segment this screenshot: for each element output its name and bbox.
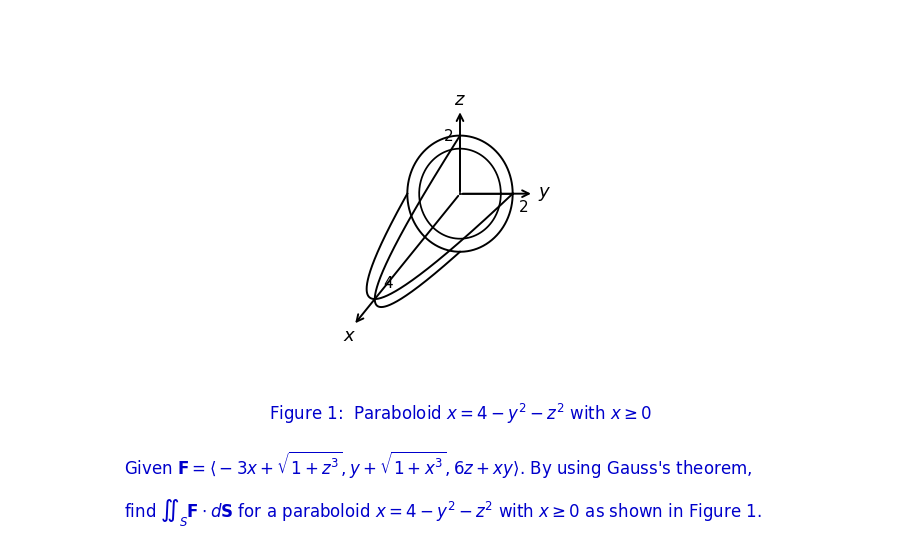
- Text: find $\iint_S \mathbf{F} \cdot d\mathbf{S}$ for a paraboloid $x = 4 - y^2 - z^2$: find $\iint_S \mathbf{F} \cdot d\mathbf{…: [124, 497, 761, 528]
- Text: $2$: $2$: [518, 200, 528, 216]
- Text: Figure 1:  Paraboloid $x = 4 - y^2 - z^2$ with $x \geq 0$: Figure 1: Paraboloid $x = 4 - y^2 - z^2$…: [268, 402, 651, 426]
- Text: $4$: $4$: [382, 275, 393, 291]
- Text: $x$: $x$: [342, 328, 356, 345]
- Text: $y$: $y$: [537, 185, 550, 203]
- Text: Given $\mathbf{F} =\langle -3x + \sqrt{1+z^3}, y + \sqrt{1+x^3}, 6z + xy \rangle: Given $\mathbf{F} =\langle -3x + \sqrt{1…: [124, 449, 752, 480]
- Text: $2$: $2$: [442, 128, 452, 144]
- Text: $z$: $z$: [454, 91, 465, 109]
